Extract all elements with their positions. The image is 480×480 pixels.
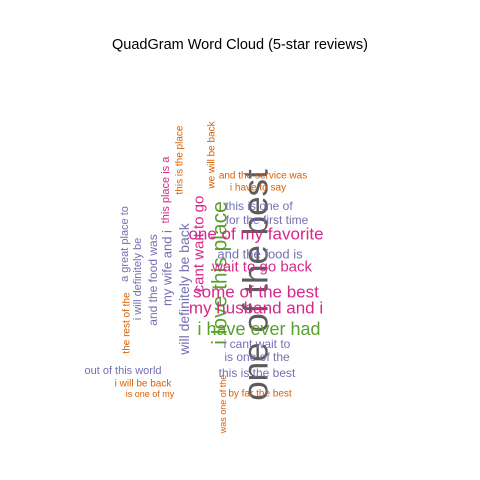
word-and-the-food-is: and the food is: [217, 247, 303, 262]
word-cant-wait-to-go: cant wait to go: [191, 196, 208, 293]
chart-title: QuadGram Word Cloud (5-star reviews): [112, 37, 368, 53]
word-my-wife-and-i: my wife and i: [160, 230, 175, 306]
word-a-great-place-to: a great place to: [119, 206, 131, 282]
word-we-will-be-back: we will be back: [207, 120, 218, 189]
word-the-rest-of-the: the rest of the: [122, 292, 133, 354]
word-i-have-to-say: i have to say: [230, 183, 286, 194]
word-this-is-the-best: this is the best: [219, 366, 296, 380]
word-and-the-food-was: and the food was: [146, 234, 160, 325]
word-for-the-first-time: for the first time: [226, 213, 309, 227]
word-i-love-this-place: i love this place: [209, 201, 232, 345]
word-i-cant-wait-to: i cant wait to: [224, 337, 291, 351]
word-this-is-the-place: this is the place: [175, 125, 186, 194]
word-i-will-be-back: i will be back: [115, 379, 173, 390]
word-my-husband-and-i: my husband and i: [189, 299, 323, 318]
word-is-one-of-the: is one of the: [224, 350, 290, 364]
word-this-is-one-of: this is one of: [225, 199, 293, 213]
word-this-place-is-a: this place is a: [160, 156, 172, 224]
word-i-will-definitely-be: i will definitely be: [132, 238, 144, 321]
word-and-the-service-was: and the service was: [219, 171, 307, 182]
word-out-of-this-world: out of this world: [84, 365, 161, 377]
word-was-one-of-the: was one of the: [218, 375, 228, 435]
word-i-have-ever-had: i have ever had: [197, 319, 320, 339]
word-wait-to-go-back: wait to go back: [211, 259, 313, 276]
word-by-far-the-best: by far the best: [228, 389, 292, 400]
word-is-one-of-my: is one of my: [126, 389, 175, 399]
word-some-of-the-best: some of the best: [193, 283, 319, 302]
word-one-of-the-best: one of the best: [237, 169, 276, 401]
word-will-definitely-be-back: will definitely be back: [176, 222, 192, 356]
word-one-of-my-favorite: one of my favorite: [188, 225, 323, 244]
